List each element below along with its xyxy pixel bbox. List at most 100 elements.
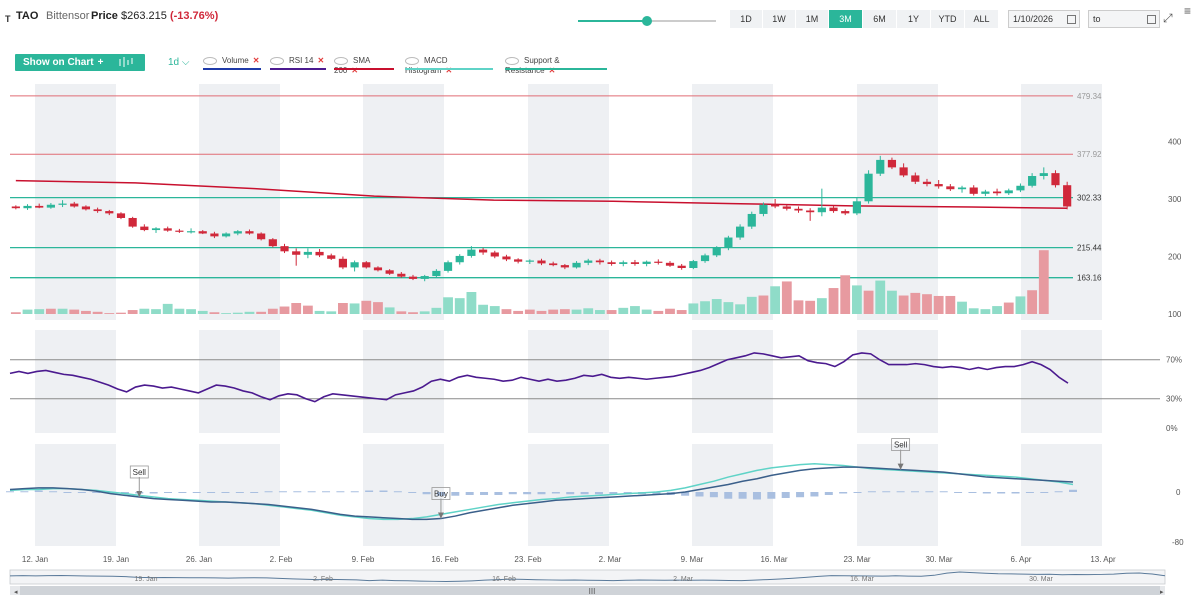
candle [70,203,79,207]
volume-bar [863,290,874,314]
volume-bar [69,309,80,314]
week-band [363,84,444,320]
indicator-rsi-14[interactable]: RSI 14 ✕ [270,56,326,70]
signal-marker-arrow [897,463,904,470]
volume-bar [1003,302,1014,314]
menu-icon[interactable]: ≡ [1184,4,1192,18]
navigator-tick-label: 2. Mar [673,576,694,583]
candle [735,226,745,238]
macd-histogram-bar [120,492,129,494]
candle [327,255,336,259]
fullscreen-icon[interactable]: ⤢ [1163,11,1173,25]
x-tick-label: 16. Feb [431,555,459,564]
date-from-field[interactable]: 1/10/2026 [1008,10,1080,28]
interval-selector[interactable]: 1d ⌵ [168,57,190,68]
candle [81,206,91,210]
macd-histogram-bar [968,492,977,493]
candle [782,206,791,209]
close-icon[interactable]: ✕ [252,56,260,65]
price-value: $263.215 [120,10,167,22]
calendar-icon[interactable] [1067,15,1076,24]
close-icon[interactable]: ✕ [351,66,359,75]
navigator-line [9,571,1166,582]
candle [350,262,359,268]
volume-bar [700,301,710,314]
range-selector: 1D 1W 1M 3M 6M 1Y YTD ALL [730,10,999,28]
macd-tick-label: 0 [1176,488,1181,497]
range-button-1w[interactable]: 1W [763,10,795,28]
macd-histogram-bar [939,491,948,493]
volume-bar [186,309,196,314]
eye-icon[interactable] [203,56,217,65]
macd-histogram-bar [537,492,546,495]
close-icon[interactable]: ✕ [548,66,556,75]
plus-icon: + [97,57,104,68]
indicator-label: Support & Resistance [505,56,560,75]
range-button-1d[interactable]: 1D [730,10,762,28]
range-button-1y[interactable]: 1Y [897,10,930,28]
candle [572,262,581,268]
range-button-3m[interactable]: 3M [829,10,862,28]
candle [794,208,803,211]
x-tick-label: 2. Mar [599,555,622,564]
x-tick-label: 9. Mar [681,555,704,564]
eye-icon[interactable] [270,56,284,65]
volume-bar [501,309,512,314]
candle [140,226,149,231]
volume-bar [34,309,45,314]
range-button-1m[interactable]: 1M [796,10,828,28]
volume-bar [466,292,477,314]
price-tick-label: 300 [1168,195,1182,204]
macd-histogram-bar [824,492,833,495]
chart-type-button[interactable] [105,54,145,71]
week-band [692,84,773,320]
price-change: (-13.76%) [169,10,219,22]
volume-bar [209,312,220,314]
close-icon[interactable]: ✕ [317,56,325,65]
close-icon[interactable]: ✕ [445,66,453,75]
candle [642,261,651,264]
eye-icon[interactable] [334,56,348,65]
zoom-slider[interactable] [578,16,716,26]
candle [257,233,266,240]
signal-marker-arrow [437,512,444,519]
range-button-all[interactable]: ALL [965,10,998,28]
macd-histogram-bar [207,492,216,493]
indicator-color-bar [505,68,607,70]
volume-bar [162,303,173,314]
indicator-volume[interactable]: Volume ✕ [203,56,261,70]
x-tick-label: 9. Feb [352,555,375,564]
candle [198,231,207,234]
week-band [35,444,116,546]
range-button-ytd[interactable]: YTD [931,10,964,28]
navigator-tick-label: 2. Feb [313,576,333,583]
volume-bar [349,303,360,314]
indicator-sma-200[interactable]: SMA 200 ✕ [334,56,394,75]
scroll-right-icon: ▸ [1160,589,1164,596]
macd-histogram-bar [480,492,489,495]
eye-icon[interactable] [505,56,519,65]
volume-bar [373,302,383,314]
candle [292,251,301,255]
candle [420,276,429,279]
volume-bar [127,310,138,314]
volume-bar [291,303,302,314]
candle [899,167,908,176]
week-band [199,84,280,320]
macd-histogram-bar [192,492,201,493]
indicator-support-resistance[interactable]: Support & Resistance ✕ [505,56,607,75]
zoom-slider-knob[interactable] [642,16,652,26]
range-button-6m[interactable]: 6M [863,10,896,28]
eye-icon[interactable] [405,56,419,65]
show-on-chart-button[interactable]: Show on Chart + [15,54,110,71]
macd-histogram-bar [767,492,776,499]
calendar-icon[interactable] [1147,15,1156,24]
indicator-macd-histogram[interactable]: MACD Histogram ✕ [405,56,493,75]
date-to-value: to [1093,14,1101,24]
volume-bar [478,304,488,314]
date-to-field[interactable]: to [1088,10,1160,28]
candle [806,210,815,213]
candle [969,187,978,194]
x-tick-label: 30. Mar [925,555,952,564]
macd-histogram-bar [752,492,761,500]
